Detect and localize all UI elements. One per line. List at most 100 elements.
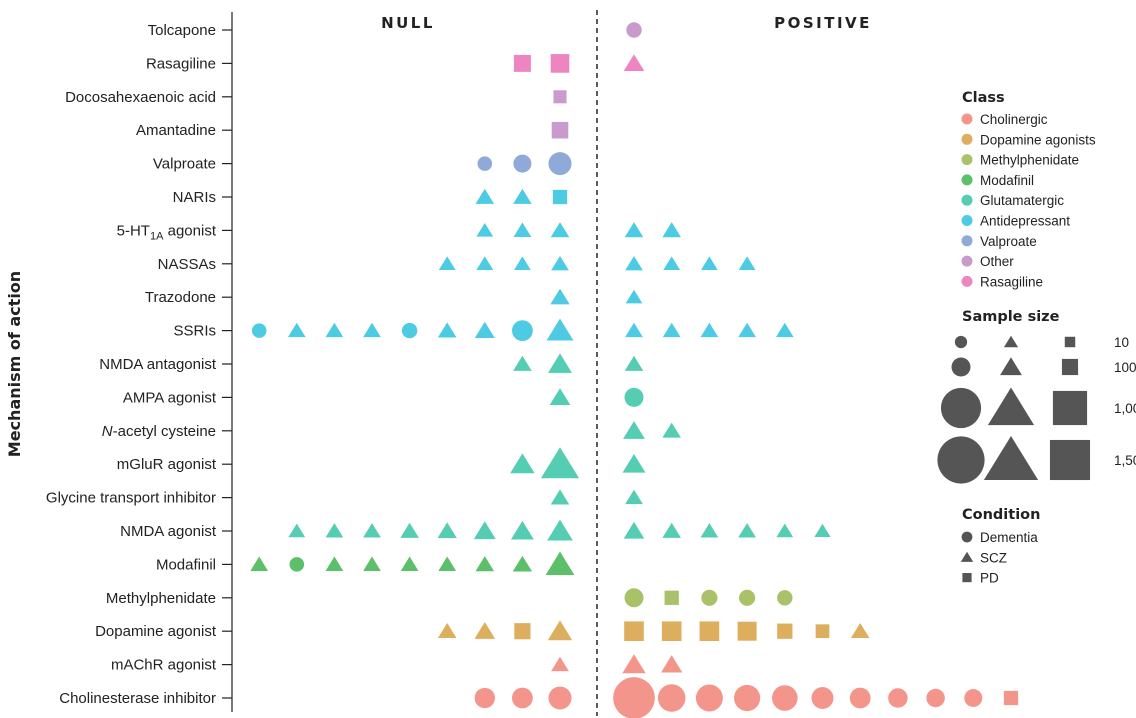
data-point-modafinil-null [512, 555, 533, 572]
data-point-modafinil-null [400, 556, 419, 571]
legend-condition-scz: SCZ [980, 550, 1007, 565]
data-point-cholinesterase-inhibitor-null [548, 686, 572, 710]
data-point-5-ht1a-agonist-positive [624, 222, 644, 238]
data-point-cholinesterase-inhibitor-positive [772, 685, 798, 711]
y-tick-label-tolcapone: Tolcapone [148, 22, 216, 39]
y-tick-label-valproate: Valproate [153, 156, 216, 173]
data-point-5-ht1a-agonist-null [476, 222, 494, 237]
data-point-dopamine-agonist-positive [624, 621, 644, 642]
data-point-cholinesterase-inhibitor-null [512, 687, 533, 709]
legend-size-circle-100 [951, 357, 971, 377]
data-point-cholinesterase-inhibitor-null [474, 687, 495, 709]
data-point-modafinil-null [475, 556, 495, 572]
data-point-dopamine-agonist-positive [737, 621, 757, 641]
legend-condition-pd-icon [962, 573, 972, 583]
data-point-modafinil-null [545, 551, 575, 576]
legend-class-modafinil: Modafinil [980, 173, 1034, 188]
data-point-dopamine-agonist-positive [850, 622, 870, 639]
y-tick-label-amantadine: Amantadine [136, 122, 216, 139]
y-tick-label-ssris: SSRIs [173, 323, 216, 340]
legend-size-title: Sample size [962, 309, 1060, 325]
data-point-nmda-antagonist-null [513, 355, 532, 371]
y-tick-label-cholinesterase-inhibitor: Cholinesterase inhibitor [59, 690, 216, 707]
y-tick-label-docosahexaenoic-acid: Docosahexaenoic acid [65, 89, 216, 106]
y-tick-label-nassas: NASSAs [158, 256, 216, 273]
data-point-ssris-null [251, 323, 267, 338]
data-point-nmda-agonist-null [437, 522, 457, 539]
data-point-nassas-positive [625, 255, 643, 271]
legend-condition-dementia-icon [961, 531, 973, 543]
y-tick-label-trazodone: Trazodone [145, 289, 216, 306]
data-point-nmda-agonist-null [510, 520, 534, 540]
y-axis-ticks: Tolcapone Rasagiline Docosahexaenoic acid A… [46, 22, 232, 707]
data-point-naris-null [475, 188, 495, 204]
data-point-nmda-agonist-positive [776, 523, 794, 538]
legend-swatch-dopamine-agonists [961, 133, 973, 145]
legend-swatch-rasagiline [961, 275, 973, 287]
legend-class-antidepressant: Antidepressant [980, 214, 1070, 229]
data-point-cholinesterase-inhibitor-positive [849, 687, 871, 709]
data-point-5-ht1a-agonist-null [513, 222, 532, 237]
legend-swatch-glutamatergic [961, 194, 973, 206]
data-point-dopamine-agonist-positive [661, 621, 682, 642]
legend-condition-scz-icon [960, 551, 974, 562]
legend-swatch-antidepressant [961, 215, 973, 226]
data-point-ssris-null [363, 322, 381, 338]
y-tick-label-dopamine-agonist: Dopamine agonist [95, 623, 217, 640]
data-point-dopamine-agonist-positive [777, 623, 793, 639]
data-point-machr-agonist-null [551, 656, 569, 672]
data-point-valproate-null [477, 156, 493, 171]
y-tick-label-modafinil: Modafinil [156, 556, 216, 573]
data-point-cholinesterase-inhibitor-positive [811, 687, 834, 709]
legend-size-square-1500 [1049, 439, 1091, 481]
data-point-nassas-positive [701, 256, 718, 270]
data-point-nmda-agonist-positive [700, 523, 719, 538]
data-point-ssris-positive [662, 322, 681, 338]
data-point-n-acetyl-cysteine-positive [623, 421, 645, 439]
data-point-methylphenidate-positive [777, 590, 793, 606]
data-point-valproate-null [548, 152, 572, 176]
legend-class-title: Class [962, 90, 1005, 106]
legend-class-methylphenidate: Methylphenidate [980, 153, 1079, 168]
data-point-ssris-positive [625, 322, 643, 338]
data-point-cholinesterase-inhibitor-positive [1003, 690, 1019, 706]
data-point-cholinesterase-inhibitor-positive [657, 684, 686, 712]
data-point-mglur-agonist-positive [622, 454, 646, 473]
data-point-n-acetyl-cysteine-positive [662, 422, 681, 438]
data-point-modafinil-null [363, 556, 381, 571]
data-point-dopamine-agonist-null [474, 622, 496, 639]
data-point-ssris-null [474, 321, 495, 338]
y-tick-label-n-acetyl-cysteine: N-acetyl cysteine [102, 423, 216, 440]
group-title-null: NULL [381, 14, 435, 32]
legend-condition-title: Condition [962, 507, 1040, 523]
y-tick-label-5-ht1a-agonist: 5-HT1A agonist [117, 222, 217, 242]
legend-size-label-10: 10 [1114, 335, 1129, 350]
data-point-modafinil-null [289, 557, 305, 572]
legend-size-circle-1000 [940, 387, 982, 429]
data-point-nassas-null [514, 256, 531, 270]
data-point-nmda-agonist-positive [623, 521, 645, 539]
group-title-positive: POSITIVE [774, 14, 872, 32]
data-point-ssris-positive [738, 322, 756, 338]
legend-class-glutamatergic: Glutamatergic [980, 193, 1064, 208]
data-point-glycine-transport-inhibitor-positive [625, 489, 643, 505]
data-point-rasagiline-positive [623, 54, 645, 72]
data-point-ssris-positive [700, 322, 719, 338]
data-point-dopamine-agonist-null [547, 620, 573, 641]
legend-size-triangle-1000 [987, 387, 1035, 426]
legend-size-circle-1500 [937, 436, 985, 484]
y-tick-label-nmda-agonist: NMDA agonist [120, 523, 217, 540]
legend-swatch-methylphenidate [961, 154, 973, 166]
data-point-tolcapone-positive [626, 22, 642, 38]
legend-class-valproate: Valproate [980, 234, 1037, 249]
data-point-nmda-agonist-null [473, 521, 496, 540]
data-point-ampa-agonist-null [549, 388, 571, 406]
data-point-dopamine-agonist-null [437, 622, 457, 639]
data-point-nassas-null [551, 255, 569, 271]
legend-condition-dementia: Dementia [980, 530, 1038, 545]
legend-size-label-1500: 1,500 [1114, 453, 1136, 468]
data-point-machr-agonist-positive [622, 654, 646, 674]
data-point-naris-null [552, 189, 568, 205]
legend-size-triangle-100 [1000, 357, 1022, 376]
